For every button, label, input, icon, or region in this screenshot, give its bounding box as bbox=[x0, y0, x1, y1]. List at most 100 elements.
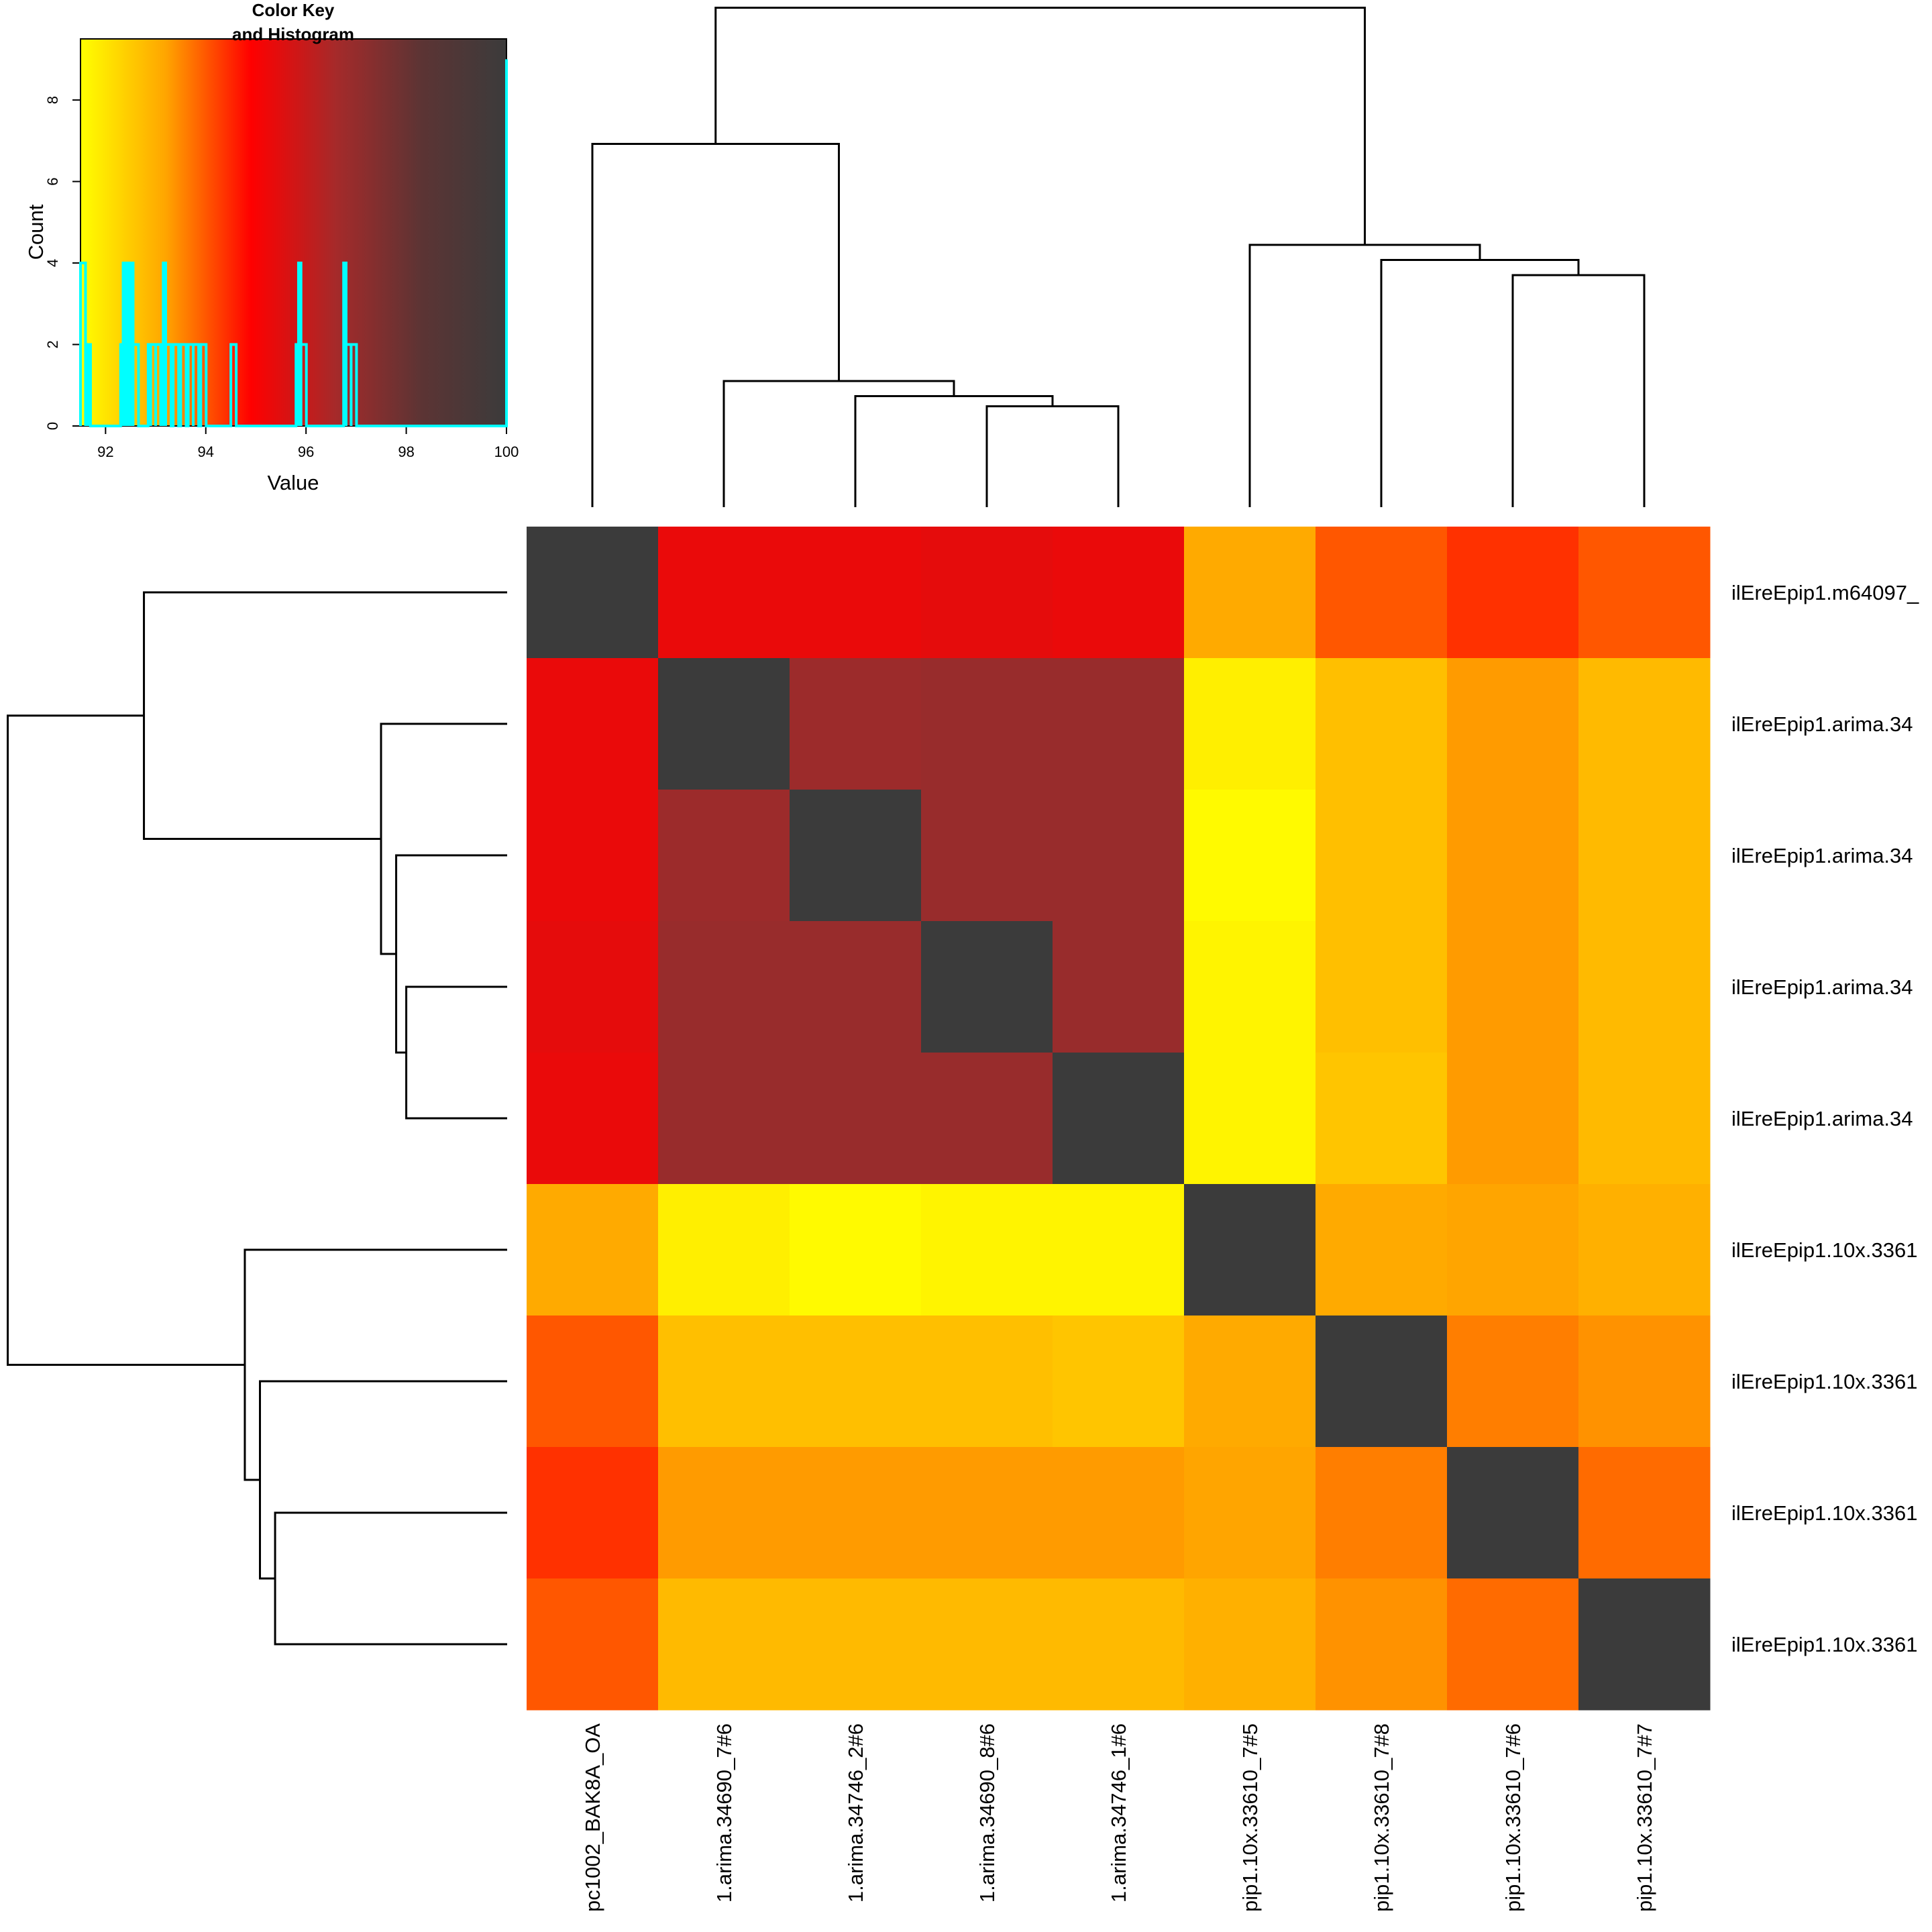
heatmap-cell bbox=[1053, 1053, 1185, 1185]
dendrogram-branch bbox=[380, 722, 507, 955]
heatmap-cell bbox=[527, 527, 659, 659]
heatmap-cell bbox=[1053, 790, 1185, 922]
key-title-line-1: Color Key bbox=[252, 0, 335, 20]
row-label: ilEreEpip1.m64097_ bbox=[1731, 581, 1919, 604]
heatmap-cell bbox=[527, 921, 659, 1053]
column-label: pip1.10x.33610_7#7 bbox=[1633, 1723, 1656, 1912]
heatmap-cell bbox=[1578, 527, 1711, 659]
heatmap-cell bbox=[1578, 790, 1711, 922]
row-label: ilEreEpip1.arima.34 bbox=[1731, 712, 1913, 736]
row-label: ilEreEpip1.arima.34 bbox=[1731, 1107, 1913, 1130]
heatmap-cell bbox=[921, 658, 1053, 790]
heatmap-cell bbox=[790, 1578, 922, 1711]
heatmap-cell bbox=[1316, 658, 1448, 790]
heatmap-cell bbox=[1316, 1184, 1448, 1316]
heatmap-cell bbox=[1184, 921, 1316, 1053]
heatmap-cell bbox=[790, 1447, 922, 1579]
key-y-tick-label: 4 bbox=[44, 259, 61, 267]
heatmap-cell bbox=[1184, 1184, 1316, 1316]
heatmap-cell bbox=[1316, 921, 1448, 1053]
heatmap-cell bbox=[921, 1578, 1053, 1711]
dendrogram-branch bbox=[244, 1248, 507, 1481]
dendrogram-branch bbox=[1248, 244, 1481, 507]
heatmap-cell bbox=[658, 1184, 790, 1316]
heatmap-cell bbox=[1184, 1316, 1316, 1448]
heatmap-cell bbox=[1316, 1447, 1448, 1579]
dendrogram-branch bbox=[591, 143, 840, 507]
heatmap-cell bbox=[1578, 1184, 1711, 1316]
heatmap-cell bbox=[527, 1447, 659, 1579]
key-y-axis: 0 2 4 6 8 bbox=[44, 96, 81, 430]
row-label: ilEreEpip1.10x.3361 bbox=[1731, 1501, 1917, 1525]
heatmap-cell bbox=[1447, 1184, 1579, 1316]
key-y-tick-label: 8 bbox=[44, 96, 61, 104]
column-labels: pc1002_BAK8A_OA 1.arima.34690_7#6 1.arima.… bbox=[581, 1723, 1656, 1912]
heatmap-cell bbox=[790, 790, 922, 922]
dendrogram-branch bbox=[259, 1380, 507, 1580]
column-label: pip1.10x.33610_7#6 bbox=[1501, 1723, 1525, 1912]
key-x-tick-label: 96 bbox=[298, 443, 314, 460]
heatmap-cell bbox=[1184, 1447, 1316, 1579]
column-label: 1.arima.34746_2#6 bbox=[844, 1723, 867, 1902]
key-y-tick-label: 0 bbox=[44, 422, 61, 430]
heatmap-cell bbox=[790, 658, 922, 790]
heatmap-cell bbox=[1578, 1053, 1711, 1185]
heatmap-cell bbox=[921, 790, 1053, 922]
heatmap-cell bbox=[658, 921, 790, 1053]
heatmap-cell bbox=[921, 1447, 1053, 1579]
dendrogram-branch bbox=[274, 1511, 507, 1646]
heatmap-cell bbox=[1053, 1184, 1185, 1316]
heatmap-cell bbox=[1053, 1316, 1185, 1448]
key-histogram-line bbox=[79, 59, 508, 427]
heatmap-cell bbox=[1578, 1316, 1711, 1448]
heatmap-cell bbox=[658, 658, 790, 790]
heatmap-cell bbox=[921, 1053, 1053, 1185]
heatmap-cell bbox=[790, 1184, 922, 1316]
column-label: pc1002_BAK8A_OA bbox=[581, 1723, 604, 1912]
heatmap-cell bbox=[527, 1316, 659, 1448]
heatmap bbox=[527, 527, 1711, 1711]
key-x-tick-label: 100 bbox=[494, 443, 519, 460]
key-x-tick-label: 94 bbox=[198, 443, 214, 460]
heatmap-cell bbox=[1184, 658, 1316, 790]
dendrogram-branch bbox=[395, 854, 507, 1054]
heatmap-cell bbox=[658, 1053, 790, 1185]
key-y-tick-label: 2 bbox=[44, 340, 61, 348]
heatmap-cell bbox=[527, 790, 659, 922]
row-label: ilEreEpip1.arima.34 bbox=[1731, 844, 1913, 867]
heatmap-cell bbox=[1447, 1053, 1579, 1185]
dendrogram-branch bbox=[405, 985, 507, 1120]
color-key-gradient bbox=[80, 38, 507, 427]
heatmap-cell bbox=[1184, 790, 1316, 922]
dendrogram-branch bbox=[143, 591, 507, 840]
heatmap-cell bbox=[1316, 1316, 1448, 1448]
column-label: pip1.10x.33610_7#5 bbox=[1238, 1723, 1262, 1912]
heatmap-cell bbox=[1447, 1447, 1579, 1579]
heatmap-cell bbox=[658, 1447, 790, 1579]
column-label: 1.arima.34690_8#6 bbox=[975, 1723, 999, 1902]
heatmap-cell bbox=[658, 1316, 790, 1448]
dendrogram-branch bbox=[854, 395, 1054, 507]
dendrogram-branch bbox=[714, 7, 1366, 245]
row-labels: ilEreEpip1.m64097_ ilEreEpip1.arima.34 ilE… bbox=[1731, 581, 1919, 1656]
column-label: pip1.10x.33610_7#8 bbox=[1370, 1723, 1393, 1912]
row-dendrogram bbox=[7, 591, 507, 1646]
key-x-axis: 92 94 96 98 100 bbox=[97, 425, 519, 460]
heatmap-cell bbox=[1447, 1578, 1579, 1711]
heatmap-cell bbox=[1316, 790, 1448, 922]
row-label: ilEreEpip1.arima.34 bbox=[1731, 975, 1913, 999]
heatmap-cell bbox=[1316, 1578, 1448, 1711]
column-dendrogram bbox=[591, 7, 1646, 507]
heatmap-cell bbox=[1053, 1578, 1185, 1711]
heatmap-cell bbox=[1053, 527, 1185, 659]
heatmap-cell bbox=[790, 527, 922, 659]
heatmap-cell bbox=[658, 1578, 790, 1711]
heatmap-cell bbox=[790, 921, 922, 1053]
heatmap-cell bbox=[1447, 658, 1579, 790]
heatmap-cell bbox=[790, 1053, 922, 1185]
heatmap-cell bbox=[1578, 921, 1711, 1053]
heatmap-cell bbox=[1184, 1053, 1316, 1185]
heatmap-cell bbox=[527, 1578, 659, 1711]
heatmap-cell bbox=[658, 790, 790, 922]
heatmap-cell bbox=[921, 1184, 1053, 1316]
